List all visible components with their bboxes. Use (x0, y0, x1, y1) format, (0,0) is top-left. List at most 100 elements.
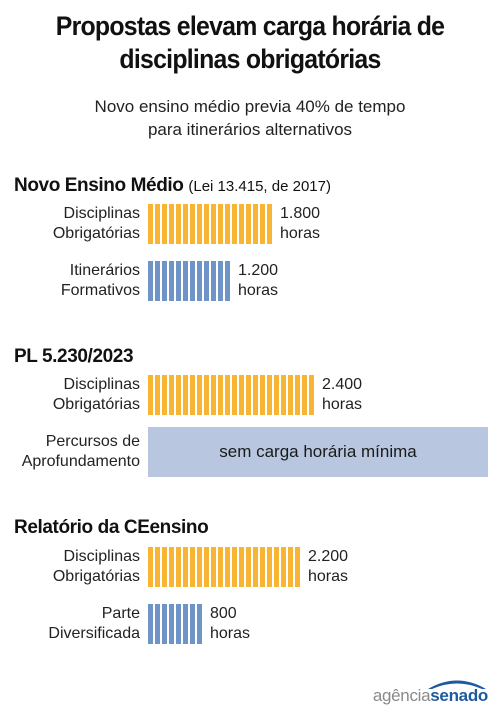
bar-segment (169, 375, 174, 415)
bar-segment (197, 261, 202, 301)
value-label: 1.800 horas (280, 204, 320, 244)
logo-text-senado: senado (430, 686, 488, 705)
section-title-relatorio: Relatório da CEensino (14, 517, 209, 539)
bar-segment (204, 204, 209, 244)
row-label-line1: Parte (101, 605, 140, 622)
bar-segment (190, 375, 195, 415)
row-label: Disciplinas Obrigatórias (53, 375, 140, 415)
value-unit: horas (308, 568, 349, 585)
bar-segment (204, 547, 209, 587)
value-number: 800 (210, 605, 237, 622)
bar-segment (225, 375, 230, 415)
bar-segment (183, 204, 188, 244)
bar-segment (253, 204, 258, 244)
row-label-line2: Diversificada (48, 625, 140, 642)
bar-segment (211, 261, 216, 301)
bar-segment (176, 547, 181, 587)
section-title-text: Relatório da CEensino (14, 517, 209, 538)
bar-segment (211, 204, 216, 244)
band-text: sem carga horária mínima (219, 442, 417, 461)
logo-arc-icon (428, 680, 486, 689)
bar-segment (155, 261, 160, 301)
chart-subtitle: Novo ensino médio previa 40% de tempo pa… (0, 95, 500, 141)
row-label-line1: Disciplinas (63, 205, 140, 222)
bar-disciplinas-obrigatorias (148, 547, 300, 587)
section-title-note: (Lei 13.415, de 2017) (188, 178, 331, 195)
bar-segment (253, 547, 258, 587)
row-label-line2: Obrigatórias (52, 396, 140, 413)
bar-segment (190, 547, 195, 587)
row-label-line1: Percursos de (45, 433, 140, 450)
logo-text-agencia: agência (372, 686, 431, 705)
bar-segment (148, 204, 153, 244)
row-label: Itinerários Formativos (61, 261, 140, 301)
row-label: Percursos de Aprofundamento (22, 432, 140, 472)
chart-subtitle-line1: Novo ensino médio previa 40% de tempo (94, 97, 406, 116)
chart-title-line1: Propostas elevam carga horária de (55, 11, 445, 41)
bar-segment (239, 547, 244, 587)
bar-segment (232, 375, 237, 415)
bar-segment (218, 547, 223, 587)
section-title-novo-ensino-medio: Novo Ensino Médio (Lei 13.415, de 2017) (14, 175, 331, 197)
bar-segment (190, 204, 195, 244)
bar-segment (148, 375, 153, 415)
bar-segment (197, 604, 202, 644)
chart-subtitle-line2: para itinerários alternativos (147, 120, 353, 139)
chart-title: Propostas elevam carga horária de discip… (20, 10, 480, 76)
bar-segment (288, 547, 293, 587)
bar-segment (239, 375, 244, 415)
bar-segment (260, 375, 265, 415)
bar-segment (274, 375, 279, 415)
bar-itinerarios-formativos (148, 261, 230, 301)
value-unit: horas (238, 282, 279, 299)
bar-segment (218, 375, 223, 415)
bar-segment (302, 375, 307, 415)
bar-segment (155, 547, 160, 587)
band-sem-carga-horaria: sem carga horária mínima (148, 427, 488, 477)
bar-segment (309, 375, 314, 415)
bar-segment (246, 204, 251, 244)
bar-segment (218, 204, 223, 244)
bar-segment (260, 547, 265, 587)
bar-segment (267, 204, 272, 244)
bar-segment (246, 375, 251, 415)
row-label-line2: Formativos (60, 282, 140, 299)
bar-segment (162, 547, 167, 587)
bar-segment (148, 604, 153, 644)
value-number: 2.200 (308, 548, 349, 565)
section-title-text: PL 5.230/2023 (14, 346, 134, 367)
bar-segment (190, 604, 195, 644)
bar-segment (225, 547, 230, 587)
row-label-line1: Disciplinas (63, 548, 140, 565)
value-unit: horas (210, 625, 251, 642)
bar-segment (239, 204, 244, 244)
value-unit: horas (280, 225, 321, 242)
chart-title-line2: disciplinas obrigatórias (119, 44, 381, 74)
bar-segment (260, 204, 265, 244)
bar-segment (204, 375, 209, 415)
bar-segment (232, 547, 237, 587)
bar-segment (155, 604, 160, 644)
row-label-line1: Itinerários (69, 262, 140, 279)
bar-segment (274, 547, 279, 587)
bar-segment (253, 375, 258, 415)
bar-segment (155, 375, 160, 415)
bar-segment (162, 375, 167, 415)
section-title-pl: PL 5.230/2023 (14, 346, 134, 368)
bar-segment (176, 261, 181, 301)
row-label-line2: Aprofundamento (21, 453, 140, 470)
value-label: 1.200 horas (238, 261, 278, 301)
bar-segment (232, 204, 237, 244)
bar-segment (246, 547, 251, 587)
bar-segment (162, 204, 167, 244)
row-label-line2: Obrigatórias (52, 225, 140, 242)
bar-segment (176, 375, 181, 415)
row-label: Parte Diversificada (48, 604, 140, 644)
bar-segment (169, 261, 174, 301)
bar-segment (197, 375, 202, 415)
section-title-text: Novo Ensino Médio (14, 175, 184, 196)
value-number: 2.400 (322, 376, 363, 393)
bar-disciplinas-obrigatorias (148, 375, 314, 415)
row-label-line2: Obrigatórias (52, 568, 140, 585)
bar-segment (155, 204, 160, 244)
